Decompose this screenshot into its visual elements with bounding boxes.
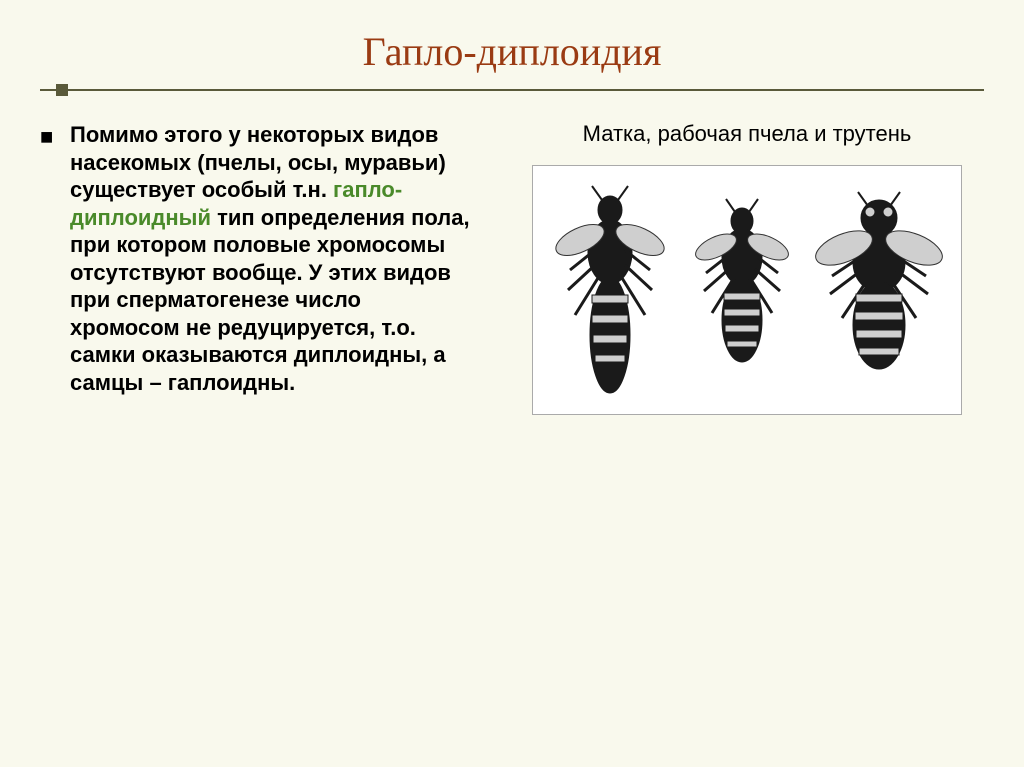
queen-bee-icon: [550, 180, 670, 400]
rule-line: [40, 89, 984, 91]
drone-bee-icon: [814, 190, 944, 390]
right-column: Матка, рабочая пчела и трутень: [510, 121, 984, 415]
bee-illustration: [532, 165, 962, 415]
left-column: ■ Помимо этого у некоторых видов насеком…: [40, 121, 470, 415]
worker-bee-icon: [692, 195, 792, 385]
content-columns: ■ Помимо этого у некоторых видов насеком…: [40, 121, 984, 415]
rule-square-icon: [56, 84, 68, 96]
page-title: Гапло-диплоидия: [40, 28, 984, 75]
body-paragraph: Помимо этого у некоторых видов насекомых…: [70, 121, 470, 415]
horizontal-rule: [40, 87, 984, 93]
bullet-icon: ■: [40, 121, 70, 415]
figure-caption: Матка, рабочая пчела и трутень: [510, 121, 984, 165]
text-post-term: тип определения пола, при котором половы…: [70, 205, 470, 395]
